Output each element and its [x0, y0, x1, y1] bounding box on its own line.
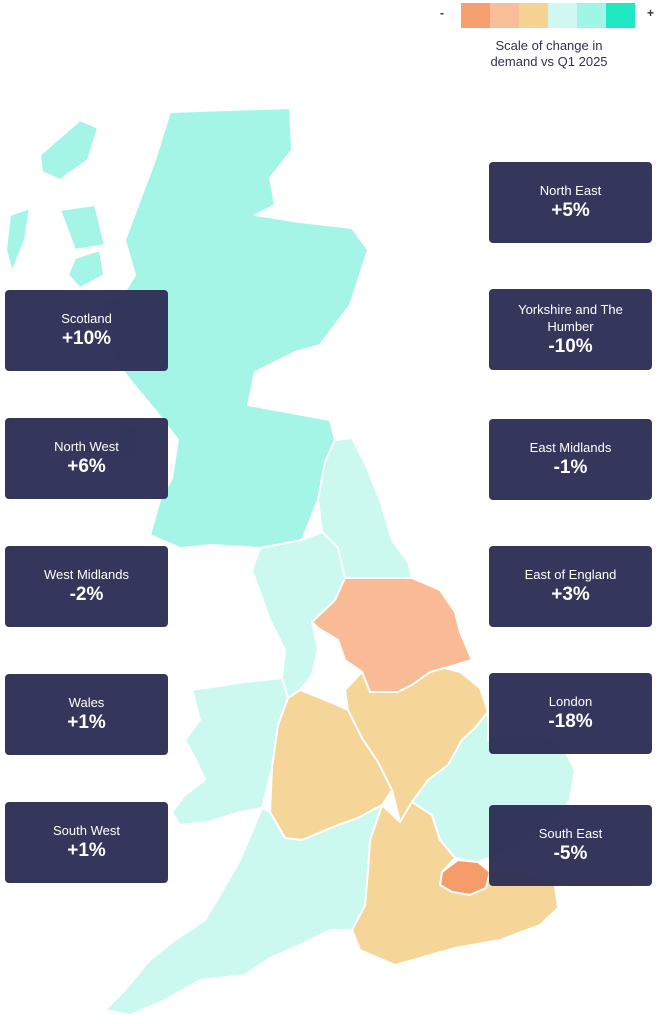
region-name: North West	[54, 439, 119, 454]
legend-swatches	[461, 3, 635, 28]
region-name: London	[548, 694, 593, 709]
region-change: +1%	[67, 840, 106, 861]
region-name: North East	[539, 183, 602, 198]
legend: - + Scale of change in demand vs Q1 2025	[432, 0, 663, 70]
region-change: +10%	[61, 328, 112, 349]
region-name: Yorkshire and The Humber	[518, 301, 623, 334]
region-name: South West	[53, 823, 120, 838]
legend-minus: -	[440, 6, 444, 20]
region-card-london[interactable]: London -18%	[489, 673, 652, 754]
region-name: East of England	[524, 567, 617, 582]
legend-caption: Scale of change in demand vs Q1 2025	[490, 38, 608, 69]
region-name: Scotland	[61, 311, 112, 326]
region-card-north-west[interactable]: North West +6%	[5, 418, 168, 499]
legend-swatch	[548, 3, 577, 28]
region-name: East Midlands	[529, 440, 612, 455]
region-change: -10%	[548, 335, 593, 357]
region-card-west-midlands[interactable]: West Midlands -2%	[5, 546, 168, 627]
legend-swatch	[490, 3, 519, 28]
region-change: -2%	[69, 584, 104, 605]
region-change: +3%	[551, 584, 590, 605]
legend-swatch	[461, 3, 490, 28]
legend-swatch	[577, 3, 606, 28]
region-wales[interactable]	[171, 677, 289, 826]
region-name: Wales	[68, 695, 105, 710]
region-change: +6%	[67, 456, 106, 477]
region-change: +1%	[67, 712, 106, 733]
region-name: West Midlands	[43, 567, 129, 582]
region-change: -1%	[553, 457, 588, 478]
region-card-east-midlands[interactable]: East Midlands -1%	[489, 419, 652, 500]
region-south-west[interactable]	[104, 804, 383, 1016]
region-change: -18%	[548, 711, 593, 732]
region-card-yorkshire[interactable]: Yorkshire and The Humber -10%	[489, 289, 652, 370]
region-card-scotland[interactable]: Scotland +10%	[5, 290, 168, 371]
region-card-wales[interactable]: Wales +1%	[5, 674, 168, 755]
legend-swatch	[606, 3, 635, 28]
region-change: -5%	[553, 843, 588, 864]
region-name: South East	[538, 826, 603, 841]
region-card-south-west[interactable]: South West +1%	[5, 802, 168, 883]
region-change: +5%	[551, 200, 590, 221]
legend-plus: +	[647, 6, 655, 20]
legend-swatch	[519, 3, 548, 28]
region-card-north-east[interactable]: North East +5%	[489, 162, 652, 243]
region-card-south-east[interactable]: South East -5%	[489, 805, 652, 886]
region-card-east-of-england[interactable]: East of England +3%	[489, 546, 652, 627]
